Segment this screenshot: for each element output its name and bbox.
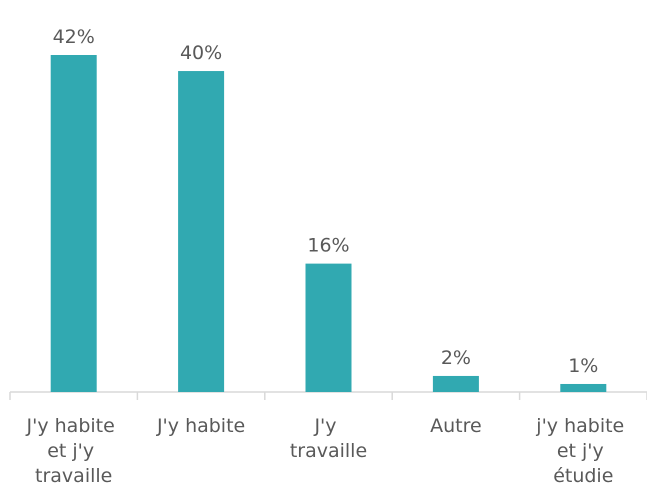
x-tick-label: J'y habite [156, 415, 245, 437]
bar [178, 71, 225, 393]
x-tick-label: Autre [430, 415, 482, 437]
data-label: 42% [53, 26, 95, 48]
bar [50, 55, 97, 392]
x-tick-label: J'y travaille [290, 415, 367, 462]
bar [560, 383, 607, 392]
bar [305, 263, 352, 392]
x-tick-label: J'y habite et j'y travaille [26, 415, 121, 487]
data-label: 40% [180, 42, 222, 64]
x-tick-label: j'y habite et j'y étudie [535, 415, 630, 487]
data-label: 2% [441, 347, 471, 369]
data-label: 1% [568, 355, 598, 377]
data-label: 16% [307, 235, 349, 257]
bar [432, 375, 479, 392]
